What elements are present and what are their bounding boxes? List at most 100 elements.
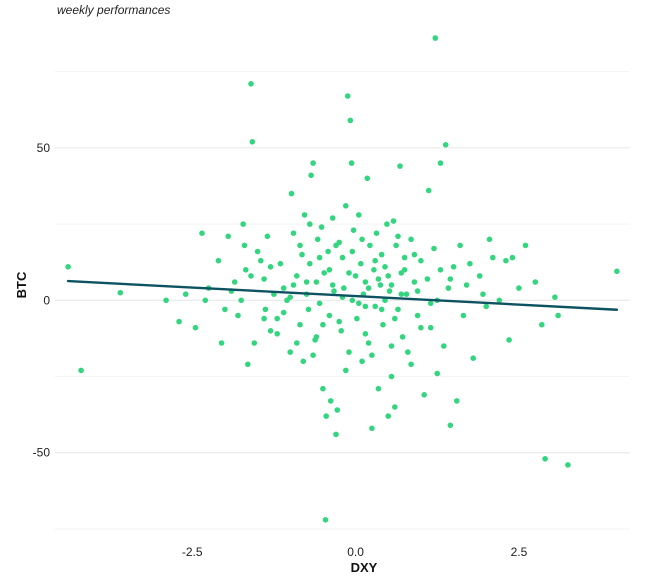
scatter-point [385, 413, 392, 419]
scatter-point [350, 227, 357, 233]
scatter-point [388, 282, 395, 288]
scatter-point [326, 267, 333, 273]
scatter-point [327, 398, 334, 404]
scatter-point [398, 291, 405, 298]
scatter-point [421, 392, 428, 398]
scatter-point [202, 297, 209, 304]
scatter-point [262, 306, 269, 313]
scatter-point [294, 273, 300, 279]
scatter-point [457, 242, 463, 249]
scatter-point [329, 215, 336, 221]
scatter-point [450, 264, 457, 270]
scatter-point [78, 367, 84, 374]
scatter-point [264, 233, 271, 240]
scatter-point [258, 257, 264, 264]
scatter-point [307, 221, 313, 227]
scatter-point [516, 285, 522, 291]
scatter-point [476, 273, 483, 279]
scatter-point [339, 254, 346, 261]
scatter-point [333, 431, 339, 438]
scatter-point [388, 373, 395, 380]
scatter-point [241, 242, 248, 249]
scatter-point [380, 321, 386, 328]
scatter-point [496, 297, 503, 304]
scatter-point [192, 324, 199, 331]
scatter-point [463, 282, 470, 288]
scatter-point [238, 297, 244, 304]
scatter-point [346, 270, 352, 276]
scatter-point [117, 289, 124, 296]
scatter-point [313, 334, 320, 340]
scatter-point [395, 306, 401, 313]
x-tick-label: -2.5 [182, 545, 203, 559]
scatter-point [300, 358, 307, 365]
scatter-point [231, 279, 238, 285]
scatter-point [362, 331, 369, 337]
scatter-point [365, 340, 372, 346]
scatter-point [432, 35, 439, 41]
scatter-point [225, 233, 231, 240]
scatter-point [367, 242, 373, 249]
scatter-point [401, 267, 408, 273]
scatter-point [235, 312, 241, 319]
scatter-point [552, 294, 558, 301]
scatter-point [362, 279, 369, 285]
scatter-point [359, 358, 365, 365]
scatter-point [372, 303, 379, 310]
grid-lines [55, 71, 630, 530]
scatter-point [323, 413, 330, 419]
scatter-point [378, 251, 385, 258]
y-tick-label: -50 [33, 446, 51, 460]
scatter-point [280, 309, 287, 316]
scatter-point [375, 276, 382, 282]
scatter-point [395, 233, 401, 240]
scatter-point [344, 93, 351, 99]
scatter-point [182, 291, 189, 298]
scatter-point [385, 273, 392, 279]
scatter-point [322, 517, 329, 523]
scatter-point [467, 260, 473, 267]
scatter-point [414, 312, 421, 319]
scatter-point [434, 370, 441, 377]
scatter-point [431, 245, 437, 252]
scatter-point [343, 367, 349, 374]
scatter-point [437, 267, 444, 273]
scatter-point [614, 268, 620, 275]
scatter-point [411, 279, 418, 285]
scatter-point [356, 300, 362, 307]
scatter-point [480, 291, 486, 298]
scatter-point [424, 276, 431, 282]
scatter-point [248, 273, 254, 279]
scatter-point [280, 285, 287, 291]
scatter-point [294, 340, 300, 346]
scatter-point [299, 251, 305, 258]
trend-line-group [66, 279, 619, 311]
scatter-point [290, 282, 297, 288]
scatter-point [408, 236, 414, 243]
scatter-point [305, 306, 312, 313]
scatter-point [310, 352, 316, 359]
scatter-point [542, 456, 548, 462]
scatter-point [392, 315, 398, 322]
scatter-point [348, 160, 355, 166]
scatter-point [310, 160, 316, 166]
scatter-point [392, 404, 398, 410]
scatter-point [418, 324, 424, 331]
scatter-point [447, 422, 454, 429]
scatter-point [336, 318, 343, 325]
scatter-point [297, 321, 303, 328]
scatter-point [176, 318, 182, 325]
scatter-point [555, 312, 561, 319]
scatter-point [333, 242, 339, 249]
scatter-point [349, 297, 356, 304]
scatter-point [399, 334, 406, 340]
scatter-point [261, 276, 267, 282]
scatter-point [364, 175, 371, 182]
scatter-point [369, 352, 375, 359]
scatter-point [532, 279, 539, 285]
y-tick-label: 50 [37, 141, 51, 155]
scatter-point [371, 267, 377, 273]
scatter-point [365, 285, 372, 291]
scatter-point [382, 264, 388, 270]
scatter-point [369, 425, 375, 432]
